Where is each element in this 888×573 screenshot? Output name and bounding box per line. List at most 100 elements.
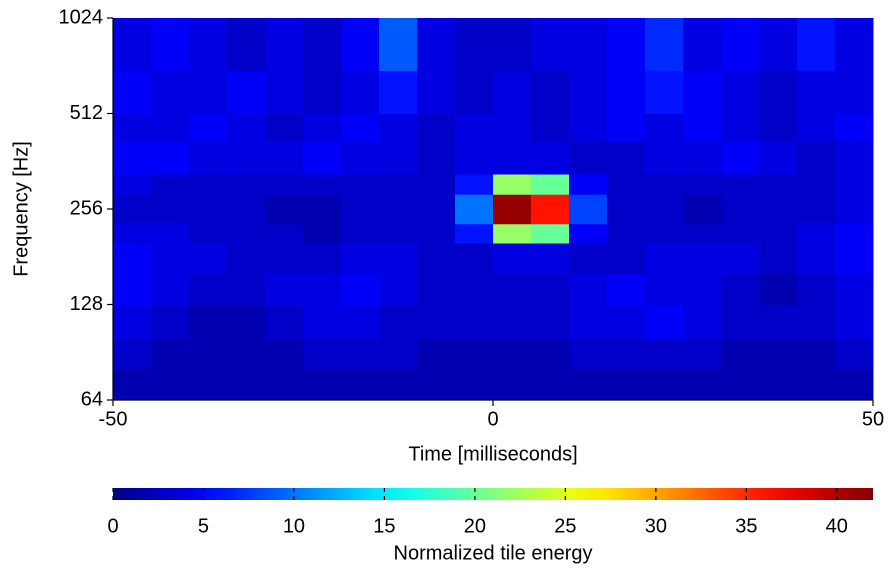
heatmap-cell: [759, 273, 798, 305]
heatmap-cell: [341, 243, 380, 275]
heatmap-cell: [265, 304, 304, 340]
heatmap-cell: [113, 223, 152, 244]
heatmap-cell: [531, 70, 570, 114]
y-axis-label: Frequency [Hz]: [10, 141, 32, 277]
heatmap-cell: [645, 223, 684, 244]
heatmap-cell: [683, 273, 722, 305]
heatmap-cell: [189, 369, 228, 401]
heatmap-cell: [645, 140, 684, 175]
heatmap-cell: [531, 369, 570, 401]
heatmap-cell: [151, 70, 190, 114]
heatmap-cell: [417, 194, 456, 225]
heatmap-cell: [607, 194, 646, 225]
heatmap-cell: [797, 223, 836, 244]
heatmap-cell: [265, 243, 304, 275]
heatmap-cell: [835, 304, 874, 340]
heatmap-cell: [113, 338, 152, 370]
heatmap-cell: [303, 18, 342, 71]
x-tick-label: -50: [99, 408, 128, 430]
heatmap-cell: [683, 140, 722, 175]
heatmap-cell: [227, 338, 266, 370]
colorbar-tick-label: 20: [464, 515, 486, 537]
heatmap-cell: [721, 174, 760, 195]
heatmap-cell: [189, 140, 228, 175]
x-tick-label: 50: [862, 408, 884, 430]
heatmap-cell: [265, 70, 304, 114]
heatmap-cell: [303, 70, 342, 114]
heatmap-cell: [835, 273, 874, 305]
heatmap-cell: [721, 223, 760, 244]
colorbar-label: Normalized tile energy: [394, 542, 593, 564]
heatmap-cell: [265, 174, 304, 195]
heatmap-cell: [379, 223, 418, 244]
heatmap-cell: [303, 113, 342, 142]
heatmap-cell: [341, 70, 380, 114]
heatmap-cell: [531, 243, 570, 275]
x-tick-label: 0: [487, 408, 498, 430]
heatmap-cell: [189, 223, 228, 244]
heatmap-cell: [531, 223, 570, 244]
heatmap-cell: [417, 140, 456, 175]
heatmap-cell: [227, 273, 266, 305]
heatmap-cell: [151, 273, 190, 305]
heatmap-cell: [455, 70, 494, 114]
heatmap-cell: [721, 18, 760, 71]
heatmap-cell: [227, 223, 266, 244]
heatmap-cell: [797, 18, 836, 71]
heatmap-cell: [455, 304, 494, 340]
heatmap-cell: [493, 223, 532, 244]
heatmap-cell: [493, 304, 532, 340]
heatmap-cell: [569, 338, 608, 370]
heatmap-cell: [417, 174, 456, 195]
heatmap-cell: [455, 338, 494, 370]
heatmap-cell: [455, 18, 494, 71]
heatmap-cell: [341, 113, 380, 142]
heatmap-cell: [303, 223, 342, 244]
y-tick-label: 1024: [59, 6, 104, 28]
heatmap-cell: [645, 18, 684, 71]
heatmap-cell: [835, 18, 874, 71]
heatmap-cell: [607, 18, 646, 71]
heatmap-cell: [797, 174, 836, 195]
heatmap-cell: [721, 338, 760, 370]
heatmap-cell: [303, 194, 342, 225]
heatmap-cell: [607, 304, 646, 340]
heatmap-cell: [569, 243, 608, 275]
heatmap-cell: [189, 273, 228, 305]
heatmap-cell: [341, 140, 380, 175]
heatmap-cell: [379, 140, 418, 175]
heatmap-cell: [417, 369, 456, 401]
heatmap-cell: [569, 140, 608, 175]
heatmap-cell: [645, 273, 684, 305]
heatmap-cell: [113, 174, 152, 195]
heatmap-cell: [303, 273, 342, 305]
heatmap-cell: [265, 369, 304, 401]
heatmap-cell: [721, 304, 760, 340]
heatmap-cell: [721, 369, 760, 401]
heatmap-cell: [151, 338, 190, 370]
heatmap-cell: [835, 174, 874, 195]
heatmap-cell: [265, 338, 304, 370]
heatmap-cell: [797, 113, 836, 142]
colorbar-tick-label: 0: [107, 515, 118, 537]
heatmap-cell: [683, 174, 722, 195]
heatmap-cell: [189, 304, 228, 340]
heatmap-cell: [759, 140, 798, 175]
heatmap-cell: [531, 273, 570, 305]
heatmap-cell: [835, 70, 874, 114]
y-tick-label: 128: [70, 293, 103, 315]
heatmap-cell: [531, 174, 570, 195]
colorbar: [113, 488, 873, 500]
heatmap-cell: [265, 273, 304, 305]
heatmap-cell: [493, 70, 532, 114]
heatmap-cell: [265, 140, 304, 175]
heatmap-cell: [303, 369, 342, 401]
heatmap-cell: [569, 70, 608, 114]
heatmap-cell: [417, 18, 456, 71]
heatmap-cell: [417, 113, 456, 142]
heatmap-cell: [645, 113, 684, 142]
heatmap-cell: [531, 194, 570, 225]
heatmap-cell: [265, 194, 304, 225]
heatmap-cell: [379, 338, 418, 370]
